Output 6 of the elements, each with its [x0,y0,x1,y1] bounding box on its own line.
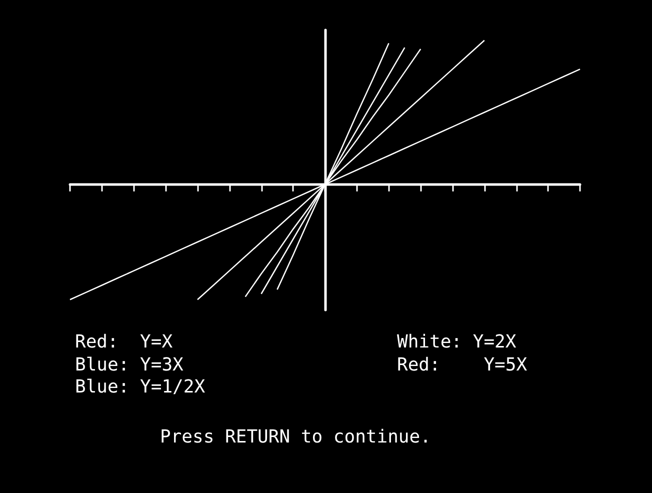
text: Blue: Y=1/2X [75,376,206,398]
text: Red: Y=5X [397,354,528,376]
text: Blue: Y=3X [75,354,184,376]
text: Press RETURN to continue. [160,426,431,448]
text: White: Y=2X [397,332,516,352]
text: Red: Y=X [75,332,173,352]
